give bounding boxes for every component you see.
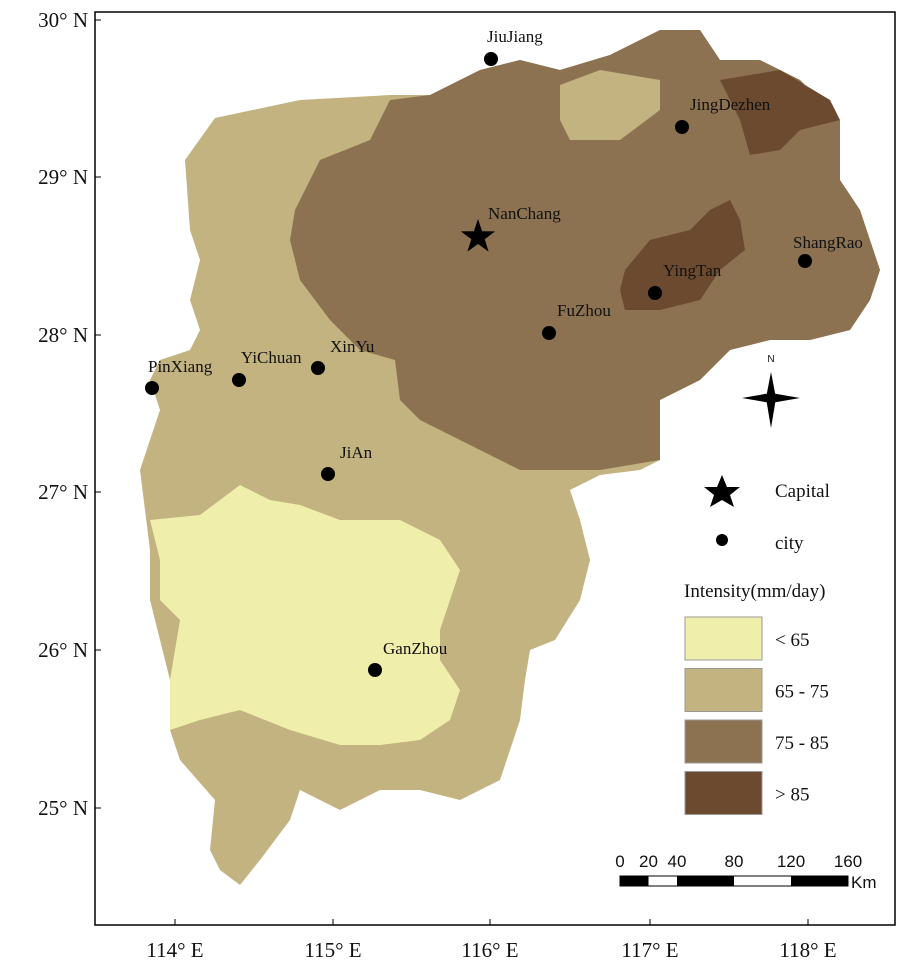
city-label: YiChuan (241, 348, 302, 367)
y-tick-label: 25° N (38, 796, 88, 820)
scale-label: 0 (615, 852, 624, 871)
city-label: NanChang (488, 204, 561, 223)
city-label: FuZhou (557, 301, 611, 320)
scale-segment (677, 876, 734, 886)
region-75-85 (290, 30, 880, 470)
x-tick-label: 118° E (779, 938, 836, 962)
city-label: JiAn (340, 443, 373, 462)
scale-bar: 0 20 40 80 120 160 Km (615, 852, 876, 892)
legend-label: 75 - 85 (775, 733, 829, 754)
legend-label: < 65 (775, 630, 809, 651)
city-label: GanZhou (383, 639, 448, 658)
y-tick-label: 30° N (38, 8, 88, 32)
legend-capital-symbol (704, 475, 740, 507)
city-marker (321, 467, 335, 481)
north-label: N (767, 354, 774, 365)
city-label: JingDezhen (690, 95, 771, 114)
scale-segment (791, 876, 848, 886)
scale-unit: Km (851, 873, 877, 892)
city-marker (145, 381, 159, 395)
legend-title: Intensity(mm/day) (684, 581, 825, 602)
y-tick-label: 27° N (38, 480, 88, 504)
city-marker (648, 286, 662, 300)
city-label: YingTan (663, 261, 722, 280)
north-arrow: N (742, 354, 800, 428)
scale-segment (620, 876, 649, 886)
city-marker (232, 373, 246, 387)
legend-label: city (775, 533, 804, 554)
city-label: ShangRao (793, 233, 863, 252)
legend-label: > 85 (775, 785, 809, 806)
city-marker (484, 52, 498, 66)
scale-label: 80 (725, 852, 744, 871)
city-label: PinXiang (148, 357, 213, 376)
legend-city-symbol (716, 534, 728, 546)
legend-swatch (684, 719, 763, 764)
legend-swatch (684, 616, 763, 661)
scale-label: 160 (834, 852, 862, 871)
city-marker (798, 254, 812, 268)
scale-label: 120 (777, 852, 805, 871)
x-tick-label: 114° E (146, 938, 203, 962)
y-tick-label: 29° N (38, 165, 88, 189)
capital-marker (460, 219, 496, 252)
y-tick-label: 28° N (38, 323, 88, 347)
x-tick-label: 116° E (461, 938, 518, 962)
scale-label: 40 (668, 852, 687, 871)
scale-label: 20 (639, 852, 658, 871)
region-65-75 (560, 70, 660, 140)
region-over-85 (720, 70, 840, 155)
region-over-85 (620, 200, 745, 310)
legend-swatch (684, 771, 763, 815)
city-marker (542, 326, 556, 340)
x-tick-label: 117° E (621, 938, 678, 962)
region-under-65 (150, 485, 460, 745)
city-label: JiuJiang (487, 27, 543, 46)
legend-label: 65 - 75 (775, 682, 829, 703)
legend-label: Capital (775, 481, 830, 502)
legend-swatch (684, 668, 763, 712)
x-tick-label: 115° E (304, 938, 361, 962)
city-marker (675, 120, 689, 134)
city-marker (311, 361, 325, 375)
y-tick-label: 26° N (38, 638, 88, 662)
legend: Capital city Intensity(mm/day) < 65 65 - … (684, 475, 830, 815)
city-marker (368, 663, 382, 677)
city-label: XinYu (330, 337, 375, 356)
